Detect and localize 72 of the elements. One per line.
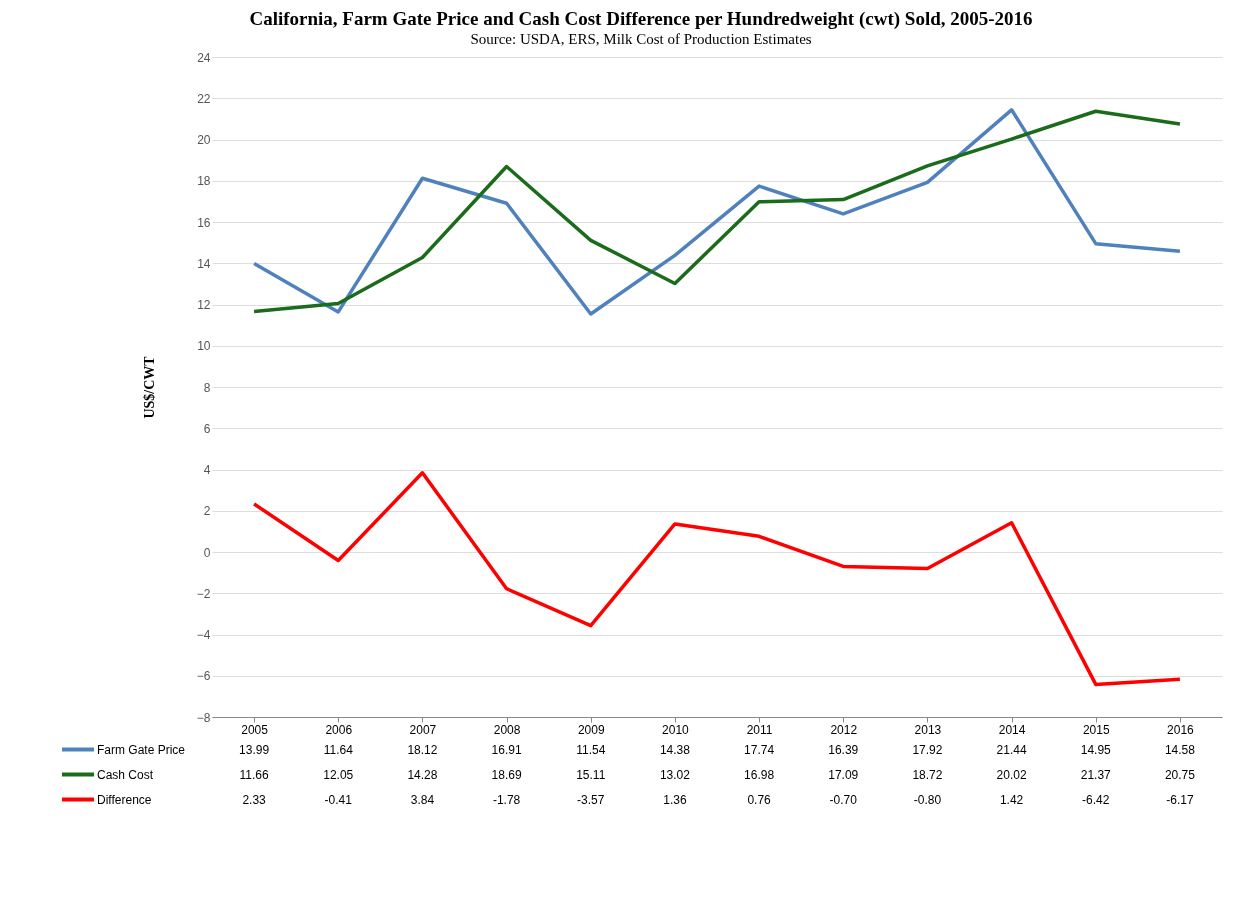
data-label: 11.66: [239, 767, 269, 782]
y-tick-label: 8: [203, 380, 211, 395]
y-tick-label: −8: [196, 710, 211, 725]
x-tick-label: 2009: [577, 722, 605, 737]
y-tick-label: −4: [196, 628, 211, 642]
data-label: -0.80: [913, 792, 942, 807]
x-tick-label: 2006: [325, 722, 353, 737]
x-tick-label: 2011: [746, 722, 773, 737]
data-label: 20.02: [996, 767, 1027, 782]
y-tick-label: 4: [203, 463, 211, 477]
data-label: 1.42: [999, 792, 1024, 807]
y-tick-label: 24: [197, 50, 211, 65]
data-label: 16.39: [828, 742, 859, 757]
data-label: 17.92: [912, 742, 943, 757]
data-label: 11.64: [323, 742, 354, 757]
y-tick-label: 6: [203, 421, 211, 436]
data-label: 13.99: [239, 742, 270, 757]
y-tick-label: 2: [203, 504, 211, 519]
data-label: 21.44: [996, 742, 1027, 757]
data-label: 17.09: [828, 767, 859, 782]
y-axis-title: US$/CWT: [141, 355, 157, 419]
data-label: 16.98: [744, 767, 775, 782]
y-tick-label: −6: [196, 669, 211, 684]
y-tick-label: 18: [197, 174, 211, 189]
data-label: 0.76: [747, 792, 772, 807]
data-label: 11.54: [576, 742, 606, 757]
data-label: 3.84: [410, 792, 435, 807]
x-tick-label: 2005: [241, 722, 269, 737]
data-label: 1.36: [663, 792, 687, 807]
data-label: 15.11: [576, 767, 606, 782]
x-tick-label: 2012: [830, 722, 858, 737]
chart-subtitle: Source: USDA, ERS, Milk Cost of Production Estimates: [470, 31, 812, 47]
data-label: 18.12: [407, 742, 438, 757]
y-tick-label: 22: [197, 91, 211, 106]
y-tick-label: −2: [196, 586, 211, 601]
x-tick-label: 2015: [1082, 722, 1110, 737]
x-tick-label: 2016: [1167, 722, 1195, 737]
y-tick-label: 12: [197, 298, 211, 312]
x-tick-label: 2014: [998, 722, 1026, 737]
data-label: 2.33: [242, 792, 267, 807]
data-label: 18.72: [912, 767, 943, 782]
y-tick-label: 14: [197, 256, 211, 271]
data-label: 12.05: [323, 767, 354, 782]
y-tick-label: 0: [203, 545, 211, 560]
chart-title: California, Farm Gate Price and Cash Cost Difference per Hundredweight (cwt) Sold, 2005-2016: [249, 8, 1033, 30]
data-label: 16.91: [491, 742, 522, 757]
data-label: -1.78: [492, 792, 521, 807]
x-tick-label: 2013: [914, 722, 942, 737]
legend-label: Difference: [97, 792, 152, 807]
data-label: 14.28: [407, 767, 438, 782]
data-label: 18.69: [491, 767, 522, 782]
data-label: 21.37: [1080, 767, 1112, 782]
x-tick-label: 2007: [409, 722, 437, 737]
y-tick-label: 20: [197, 133, 211, 147]
data-label: -0.70: [829, 792, 858, 807]
data-label: -3.57: [577, 792, 605, 807]
data-label: -6.17: [1166, 792, 1194, 807]
legend-label: Farm Gate Price: [97, 742, 186, 757]
data-label: 20.75: [1164, 767, 1196, 782]
data-label: -6.42: [1082, 792, 1110, 807]
y-tick-label: 10: [197, 339, 211, 354]
x-tick-label: 2010: [662, 722, 690, 737]
data-label: 14.38: [659, 742, 691, 757]
line-series: [252, 471, 1182, 687]
data-label: 14.95: [1080, 742, 1112, 757]
data-label: 14.58: [1164, 742, 1196, 757]
data-label: 13.02: [659, 767, 691, 782]
data-label: -0.41: [324, 792, 353, 807]
y-tick-label: 16: [197, 215, 211, 230]
data-label: 17.74: [744, 742, 775, 757]
x-tick-label: 2008: [493, 722, 521, 737]
legend-label: Cash Cost: [97, 767, 154, 782]
